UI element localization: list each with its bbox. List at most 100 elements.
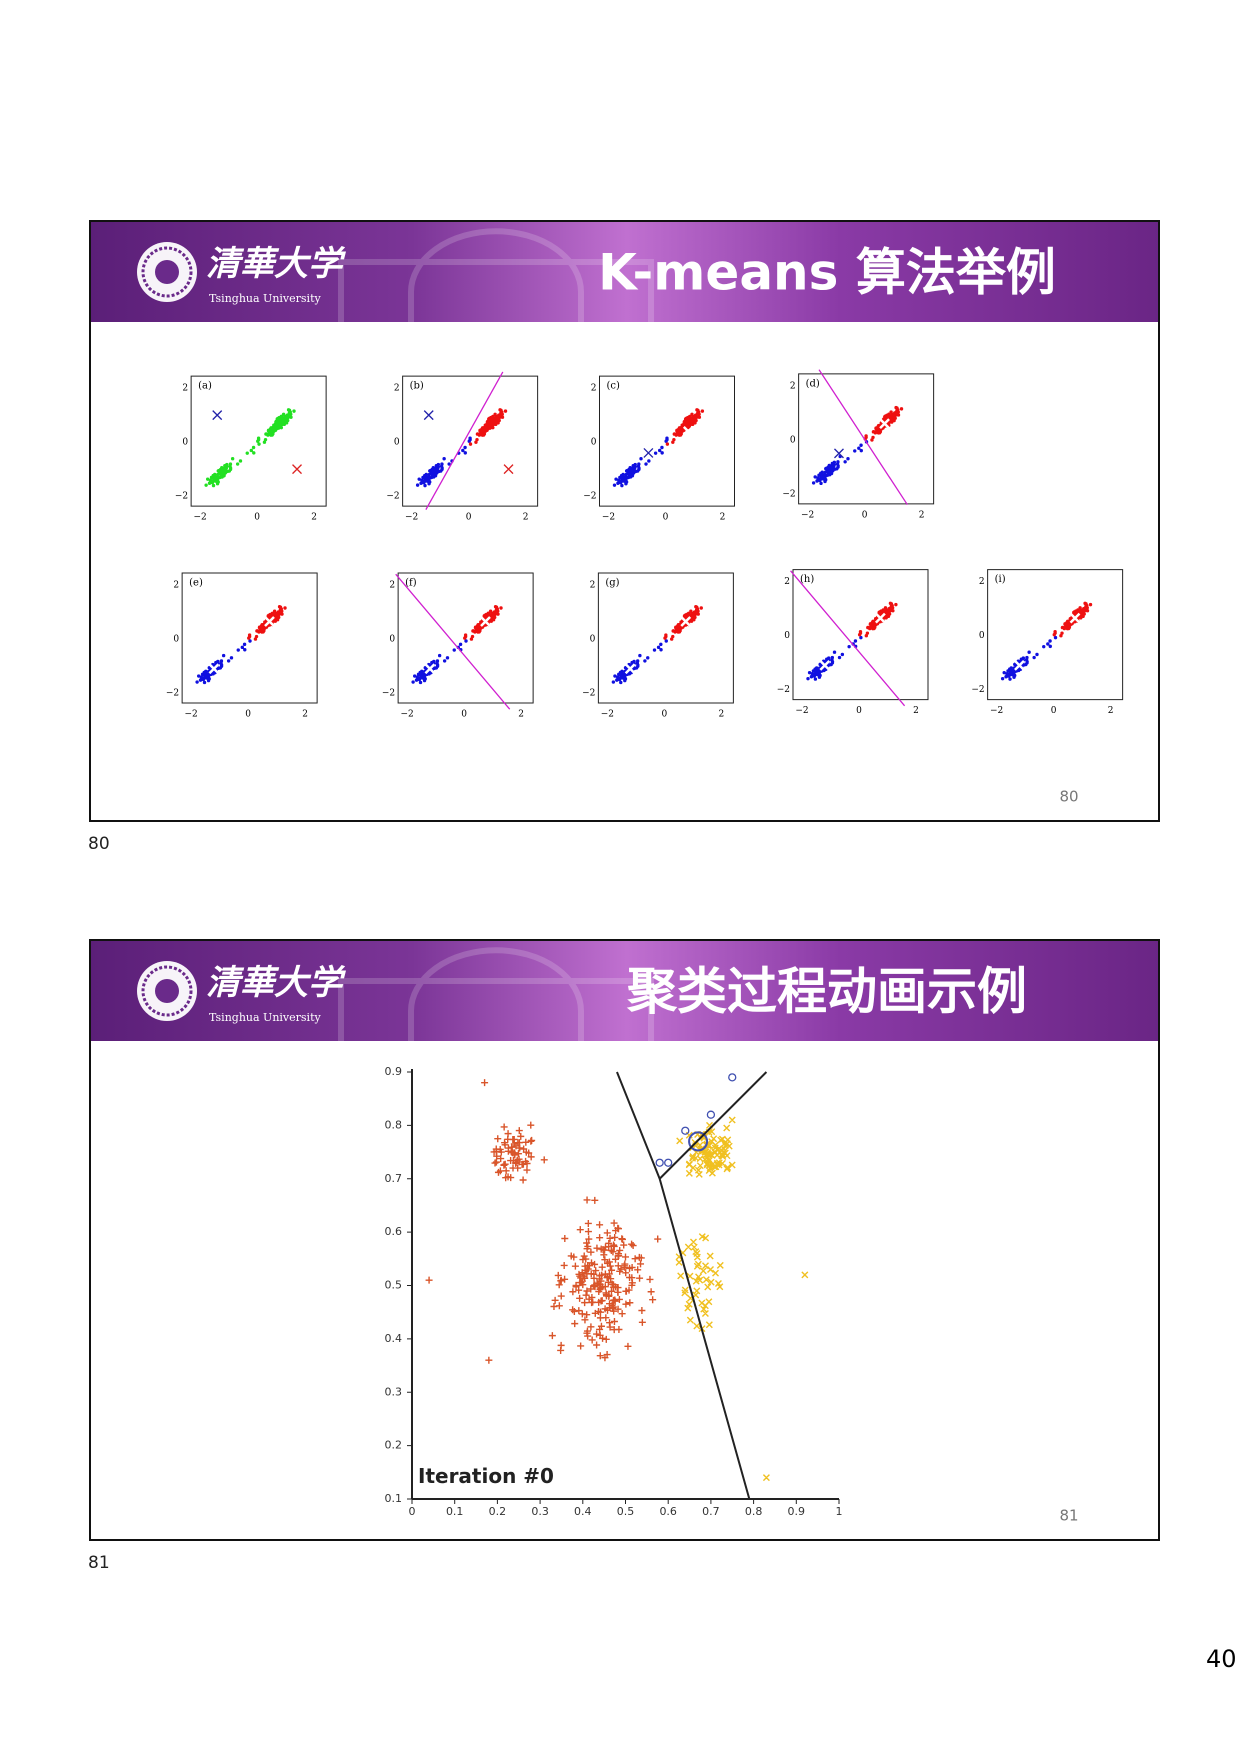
logo-emblem [141, 965, 193, 1017]
axis-tick-label: 0 [856, 706, 862, 716]
axis-tick-label: 0 [245, 710, 251, 720]
kmeans-panel: (d) 2 0 −2 −2 0 2 [782, 369, 935, 520]
axis-tick-label: 2 [302, 710, 308, 720]
axis-tick-label: −2 [193, 513, 206, 523]
logo-name: 清華大学 [206, 244, 346, 284]
logo-subtitle: Tsinghua University [209, 292, 321, 305]
slide-canvas: 清華大学 Tsinghua University 聚类过程动画示例 81 0 0.1 0.2… [91, 941, 1158, 1525]
axis-tick-label: 2 [720, 513, 726, 523]
kmeans-panel: (b) 2 0 −2 −2 0 2 [386, 371, 539, 523]
axis-tick-label: 2 [979, 577, 985, 587]
axis-tick-label: 0 [663, 513, 669, 523]
cluster-points [675, 1116, 809, 1482]
axis-tick-label: 0 [394, 438, 400, 448]
centroid [874, 612, 886, 624]
centroid [834, 448, 844, 459]
plot-annotation: Iteration #0 [418, 1464, 554, 1488]
centroid [423, 410, 434, 421]
x-tick-label: 0.5 [617, 1505, 635, 1518]
decision-boundary [818, 369, 908, 506]
slide-title: K-means 算法举例 [598, 244, 1056, 302]
axis-tick-label: −2 [583, 492, 596, 502]
slide: 清華大学 Tsinghua University 聚类过程动画示例 81 0 0.1 0.2… [89, 939, 1160, 1541]
axis-tick-label: 0 [590, 635, 596, 645]
x-tick-label: 0.7 [702, 1505, 720, 1518]
y-tick-label: 0.7 [385, 1172, 403, 1185]
panel-label: (b) [410, 381, 424, 392]
cluster-points [468, 408, 508, 446]
slide-title: 聚类过程动画示例 [626, 963, 1027, 1021]
x-tick-label: 0.6 [659, 1505, 677, 1518]
axis-tick-label: −2 [166, 689, 179, 699]
kmeans-panel: (c) 2 0 −2 −2 0 2 [583, 375, 735, 523]
y-tick-label: 0.3 [385, 1385, 403, 1398]
kmeans-panel: (h) 2 0 −2 −2 0 2 [777, 569, 929, 716]
centroid [688, 1131, 709, 1152]
header-decoration [338, 228, 654, 322]
slide-number: 81 [1059, 1507, 1078, 1525]
y-tick-label: 0.6 [385, 1225, 403, 1238]
slide-label: 81 [88, 1553, 110, 1573]
kmeans-panel: (i) 2 0 −2 −2 0 2 [971, 569, 1124, 716]
logo-emblem [155, 260, 179, 284]
axis-tick-label: −2 [386, 492, 399, 502]
cluster-points [706, 1110, 716, 1119]
y-tick-label: 0.5 [385, 1279, 403, 1292]
axis-tick-label: −2 [602, 513, 615, 523]
axis-tick-label: 0 [862, 510, 868, 520]
axis-tick-label: 2 [523, 513, 529, 523]
y-tick-label: 0.1 [385, 1492, 403, 1505]
cluster-points [425, 1079, 662, 1364]
axis-tick-label: 0 [466, 513, 472, 523]
axis-tick-label: 2 [913, 706, 919, 716]
panel-label: (d) [806, 378, 820, 389]
logo-emblem [155, 979, 179, 1003]
centroid [480, 616, 491, 627]
panel-label: (g) [605, 578, 619, 589]
x-tick-label: 0.1 [446, 1505, 464, 1518]
logo-name: 清華大学 [206, 963, 346, 1003]
header-decoration [338, 947, 654, 1041]
axis-tick-label: −2 [801, 510, 814, 520]
axis-tick-label: 2 [591, 384, 597, 394]
centroid [1014, 659, 1025, 671]
kmeans-panel: (f) 2 0 −2 −2 0 2 [382, 572, 534, 720]
axis-tick-label: −2 [795, 706, 808, 716]
axis-tick-label: 2 [719, 710, 725, 720]
axis-tick-label: 2 [311, 513, 317, 523]
centroid [424, 663, 436, 675]
x-tick-label: 0.8 [745, 1505, 763, 1518]
axis-tick-label: 2 [394, 384, 400, 394]
panel-label: (c) [607, 381, 621, 392]
y-tick-label: 0.8 [385, 1118, 403, 1131]
panel-label: (f) [405, 578, 417, 589]
centroid [503, 464, 514, 475]
logo-subtitle: Tsinghua University [209, 1011, 321, 1024]
y-tick-label: 0.4 [385, 1332, 403, 1345]
decision-boundary [790, 570, 906, 707]
centroid [264, 616, 275, 627]
decision-boundary [616, 1071, 768, 1500]
logo-emblem [141, 246, 193, 298]
slide-label: 80 [88, 834, 110, 854]
y-tick-label: 0.2 [385, 1439, 403, 1452]
axis-tick-label: 0 [979, 631, 985, 641]
axis-tick-label: 2 [784, 577, 790, 587]
centroid [682, 425, 694, 437]
axis-tick-label: 0 [173, 635, 179, 645]
axis-tick-label: −2 [582, 689, 595, 699]
decision-boundary [395, 573, 511, 710]
axis-tick-label: 0 [389, 635, 395, 645]
axis-tick-label: −2 [990, 706, 1003, 716]
slide: 清華大学 Tsinghua University K-means 算法举例 80 (a)… [89, 220, 1160, 822]
panel-label: (i) [995, 574, 1006, 585]
centroid [1069, 612, 1081, 624]
axis-tick-label: 0 [1051, 706, 1057, 716]
axis-tick-label: 0 [182, 438, 188, 448]
axis-tick-label: 0 [254, 513, 260, 523]
slide-canvas: 清華大学 Tsinghua University K-means 算法举例 80 (a)… [91, 222, 1158, 806]
centroid [208, 663, 220, 675]
axis-tick-label: 0 [591, 438, 597, 448]
header-band [91, 941, 1158, 1041]
decision-boundary [425, 371, 504, 510]
